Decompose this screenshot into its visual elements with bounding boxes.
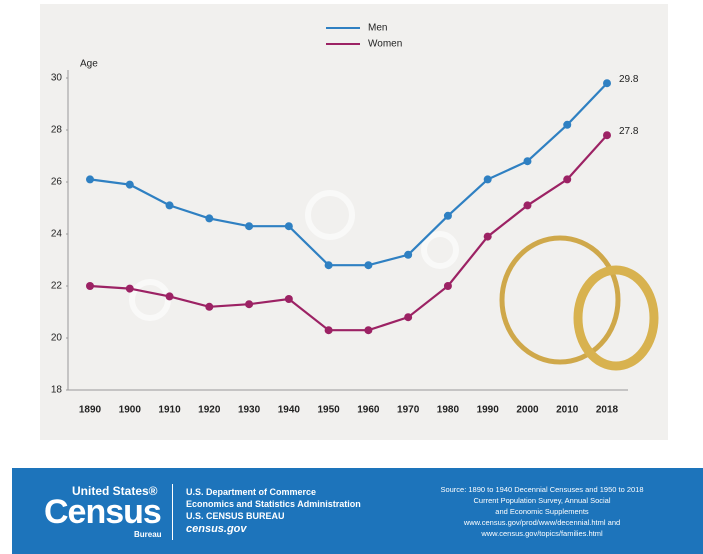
data-point xyxy=(284,222,293,231)
agency: Economics and Statistics Administration xyxy=(186,499,361,509)
data-point xyxy=(205,214,214,223)
data-point xyxy=(483,232,492,241)
source-line: www.census.gov/topics/families.html xyxy=(481,529,603,538)
x-tick-label: 1990 xyxy=(477,405,500,416)
data-point xyxy=(443,211,452,220)
data-point xyxy=(324,261,333,270)
data-point xyxy=(603,131,611,140)
x-tick-label: 1910 xyxy=(158,405,181,416)
divider xyxy=(172,484,173,540)
data-point xyxy=(563,175,572,184)
source-line: Source: 1890 to 1940 Decennial Censuses … xyxy=(440,485,644,494)
data-point xyxy=(245,222,254,231)
y-tick-label: 20 xyxy=(51,333,63,344)
x-tick-label: 1970 xyxy=(397,405,420,416)
x-tick-label: 1950 xyxy=(317,405,340,416)
source: Source: 1890 to 1940 Decennial Censuses … xyxy=(412,484,672,539)
data-label: 27.8 xyxy=(619,126,639,137)
x-tick-label: 1900 xyxy=(119,405,142,416)
source-line: and Economic Supplements xyxy=(495,507,589,516)
agency-url: census.gov xyxy=(186,523,247,535)
data-point xyxy=(364,261,373,270)
y-tick-label: 24 xyxy=(51,229,63,240)
y-tick-label: 28 xyxy=(51,125,63,136)
y-tick-label: 30 xyxy=(51,73,63,84)
logo-main: Census xyxy=(44,493,162,531)
legend-label: Men xyxy=(368,23,387,34)
series-line xyxy=(89,134,608,332)
agency: U.S. Department of Commerce xyxy=(186,487,317,497)
y-tick-label: 22 xyxy=(51,281,63,292)
ring xyxy=(499,235,621,365)
x-tick-label: 2010 xyxy=(556,405,579,416)
data-point xyxy=(245,300,254,309)
x-tick-label: 1920 xyxy=(198,405,221,416)
x-tick-label: 2000 xyxy=(516,405,539,416)
logo-bottom: Bureau xyxy=(134,530,162,539)
source-line: www.census.gov/prod/www/decennial.html a… xyxy=(463,518,621,527)
data-point xyxy=(523,157,532,166)
data-label: 29.8 xyxy=(619,74,639,85)
lace xyxy=(305,190,355,240)
data-point xyxy=(404,313,413,322)
x-tick-label: 2018 xyxy=(596,405,619,416)
data-point xyxy=(125,284,134,293)
data-point xyxy=(324,326,333,335)
y-axis-label: Age xyxy=(80,59,98,70)
footer: United States® Census Bureau U.S. Depart… xyxy=(12,468,703,554)
data-point xyxy=(523,201,532,210)
x-tick-label: 1960 xyxy=(357,405,380,416)
series-line xyxy=(89,82,608,267)
data-point xyxy=(86,282,94,290)
data-point xyxy=(86,175,94,184)
logo-top: United States® xyxy=(72,484,158,498)
chart: Age 18 20 22 24 26 28 30 1890 1900 1910 1920 1930 19… xyxy=(40,4,668,440)
data-point xyxy=(603,79,611,88)
data-point xyxy=(165,292,174,301)
y-tick-label: 18 xyxy=(51,385,63,396)
y-tick-label: 26 xyxy=(51,177,63,188)
x-tick-label: 1940 xyxy=(278,405,301,416)
data-point xyxy=(205,302,214,311)
x-tick-label: 1890 xyxy=(79,405,102,416)
data-point xyxy=(404,250,413,259)
data-point xyxy=(563,120,572,129)
decoration xyxy=(129,190,459,321)
x-tick-label: 1980 xyxy=(437,405,460,416)
data-point xyxy=(364,326,373,335)
data-point xyxy=(125,180,134,189)
legend-label: Women xyxy=(368,39,402,50)
source-line: Current Population Survey, Annual Social xyxy=(473,496,611,505)
ring xyxy=(573,265,659,371)
data-point xyxy=(443,282,452,290)
data-point xyxy=(165,201,174,210)
data-point xyxy=(284,295,293,303)
x-tick-label: 1930 xyxy=(238,405,261,416)
data-point xyxy=(483,175,492,184)
lace xyxy=(421,231,459,269)
agency: U.S. CENSUS BUREAU xyxy=(186,511,285,521)
